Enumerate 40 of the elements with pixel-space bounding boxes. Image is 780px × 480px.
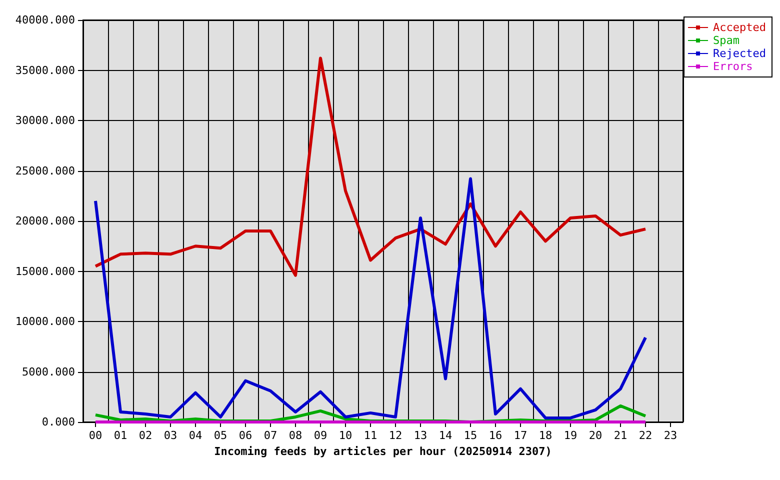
x-tick-label: 03 <box>164 429 178 442</box>
x-tick-label: 07 <box>264 429 278 442</box>
legend-label: Spam <box>713 34 740 47</box>
y-tick-label: 30000.000 <box>15 114 75 127</box>
y-tick-label: 20000.000 <box>15 214 75 228</box>
x-tick-label: 04 <box>188 429 202 442</box>
x-tick-label: 02 <box>138 429 152 442</box>
x-tick-label: 13 <box>414 429 428 442</box>
x-tick-label: 15 <box>464 429 478 442</box>
x-tick-label: 22 <box>638 429 652 442</box>
x-tick-label: 10 <box>338 429 352 442</box>
x-tick-label: 06 <box>238 429 252 442</box>
y-tick-label: 25000.000 <box>15 164 75 178</box>
y-tick-label: 5000.000 <box>22 365 75 378</box>
legend-label: Errors <box>713 60 753 73</box>
y-tick-label: 0.000 <box>42 416 75 428</box>
x-tick-label: 20 <box>588 429 602 442</box>
legend-label: Accepted <box>713 21 766 34</box>
x-tick-label: 16 <box>488 429 502 442</box>
x-tick-label: 05 <box>214 429 228 442</box>
x-tick-label: 12 <box>388 429 402 442</box>
x-tick-label: 23 <box>664 429 678 442</box>
x-tick-label: 21 <box>614 429 628 442</box>
y-tick-label: 15000.000 <box>15 264 75 278</box>
y-tick-label: 35000.000 <box>15 64 75 77</box>
x-tick-label: 01 <box>114 429 128 442</box>
y-tick-label: 40000.000 <box>15 14 75 26</box>
x-axis-title: Incoming feeds by articles per hour (20250914 2307) <box>214 445 552 458</box>
x-tick-label: 00 <box>88 429 102 442</box>
x-tick-label: 19 <box>564 429 578 442</box>
x-tick-label: 17 <box>514 429 528 442</box>
legend-label: Rejected <box>713 47 766 60</box>
x-tick-label: 11 <box>364 429 378 442</box>
x-tick-label: 09 <box>314 429 328 442</box>
y-tick-label: 10000.000 <box>15 315 75 328</box>
x-tick-label: 14 <box>438 429 452 442</box>
x-tick-label: 18 <box>538 429 552 442</box>
line-series <box>94 56 647 277</box>
line-series <box>94 177 647 420</box>
x-tick-label: 08 <box>288 429 302 442</box>
